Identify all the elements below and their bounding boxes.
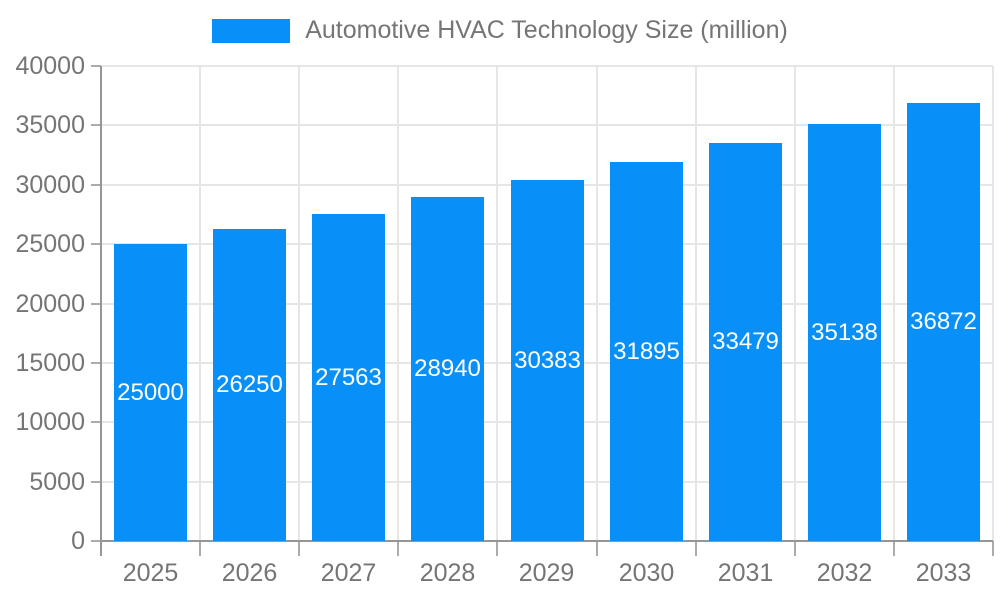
bar-value-label-2033: 36872	[910, 308, 977, 335]
bar-2027	[312, 214, 385, 541]
v-gridline	[794, 66, 796, 541]
h-gridline	[101, 124, 993, 126]
legend-series-label[interactable]: Automotive HVAC Technology Size (million…	[305, 16, 788, 44]
x-axis-tick	[794, 541, 796, 556]
x-axis-tick	[992, 541, 994, 556]
x-axis-tick-label-2033: 2033	[915, 559, 972, 587]
x-axis-tick-label-2026: 2026	[221, 559, 278, 587]
v-gridline	[298, 66, 300, 541]
x-axis-tick-label-2031: 2031	[717, 559, 774, 587]
chart-legend: Automotive HVAC Technology Size (million…	[0, 16, 1000, 45]
bar-value-label-2032: 35138	[811, 318, 878, 346]
y-axis-tick-label: 0	[71, 527, 85, 555]
x-axis-tick	[298, 541, 300, 556]
y-axis-tick-label: 20000	[15, 290, 85, 318]
v-gridline	[397, 66, 399, 541]
bar-2029	[511, 180, 584, 541]
y-axis-tick	[91, 65, 101, 67]
x-axis-tick	[893, 541, 895, 556]
bar-value-label-2030: 31895	[613, 337, 680, 365]
v-gridline	[199, 66, 201, 541]
y-axis-tick-label: 25000	[15, 230, 85, 258]
bar-2033	[907, 103, 980, 541]
bar-value-label-2026: 26250	[216, 371, 283, 398]
x-axis-tick	[397, 541, 399, 556]
h-gridline	[101, 65, 993, 67]
x-axis-tick-label-2029: 2029	[518, 559, 575, 587]
y-axis-tick	[91, 303, 101, 305]
bar-value-label-2027: 27563	[315, 363, 382, 391]
x-axis-tick-label-2025: 2025	[122, 559, 179, 587]
x-axis-tick-label-2027: 2027	[320, 559, 377, 587]
y-axis-tick	[91, 243, 101, 245]
y-axis-tick	[91, 184, 101, 186]
v-gridline	[992, 66, 994, 541]
bar-2032	[808, 124, 881, 541]
y-axis-tick-label: 10000	[15, 408, 85, 436]
bar-2028	[411, 197, 484, 541]
bar-value-label-2025: 25000	[117, 378, 184, 406]
x-axis-line	[101, 540, 993, 542]
bar-2026	[213, 229, 286, 541]
y-axis-tick	[91, 362, 101, 364]
x-axis-tick	[496, 541, 498, 556]
bar-2025	[114, 244, 187, 541]
x-axis-tick-label-2032: 2032	[816, 559, 873, 587]
bar-value-label-2031: 33479	[712, 328, 779, 355]
v-gridline	[695, 66, 697, 541]
bar-2030	[610, 162, 683, 541]
y-axis-tick-label: 35000	[15, 111, 85, 139]
bar-value-label-2029: 30383	[514, 346, 581, 374]
y-axis-tick-label: 30000	[15, 171, 85, 199]
y-axis-tick-label: 5000	[29, 468, 85, 496]
y-axis-tick	[91, 540, 101, 542]
bar-value-label-2028: 28940	[414, 355, 481, 382]
legend-swatch-icon[interactable]	[212, 18, 291, 43]
x-axis-tick	[199, 541, 201, 556]
x-axis-tick	[596, 541, 598, 556]
x-axis-tick	[695, 541, 697, 556]
v-gridline	[893, 66, 895, 541]
bar-2031	[709, 143, 782, 541]
y-axis-line	[100, 66, 102, 556]
v-gridline	[596, 66, 598, 541]
x-axis-tick-label-2030: 2030	[618, 559, 675, 587]
x-axis-tick-label-2028: 2028	[419, 559, 476, 587]
y-axis-tick	[91, 421, 101, 423]
v-gridline	[496, 66, 498, 541]
y-axis-tick	[91, 481, 101, 483]
y-axis-tick-label: 15000	[15, 349, 85, 377]
y-axis-tick	[91, 124, 101, 126]
y-axis-tick-label: 40000	[15, 52, 85, 80]
